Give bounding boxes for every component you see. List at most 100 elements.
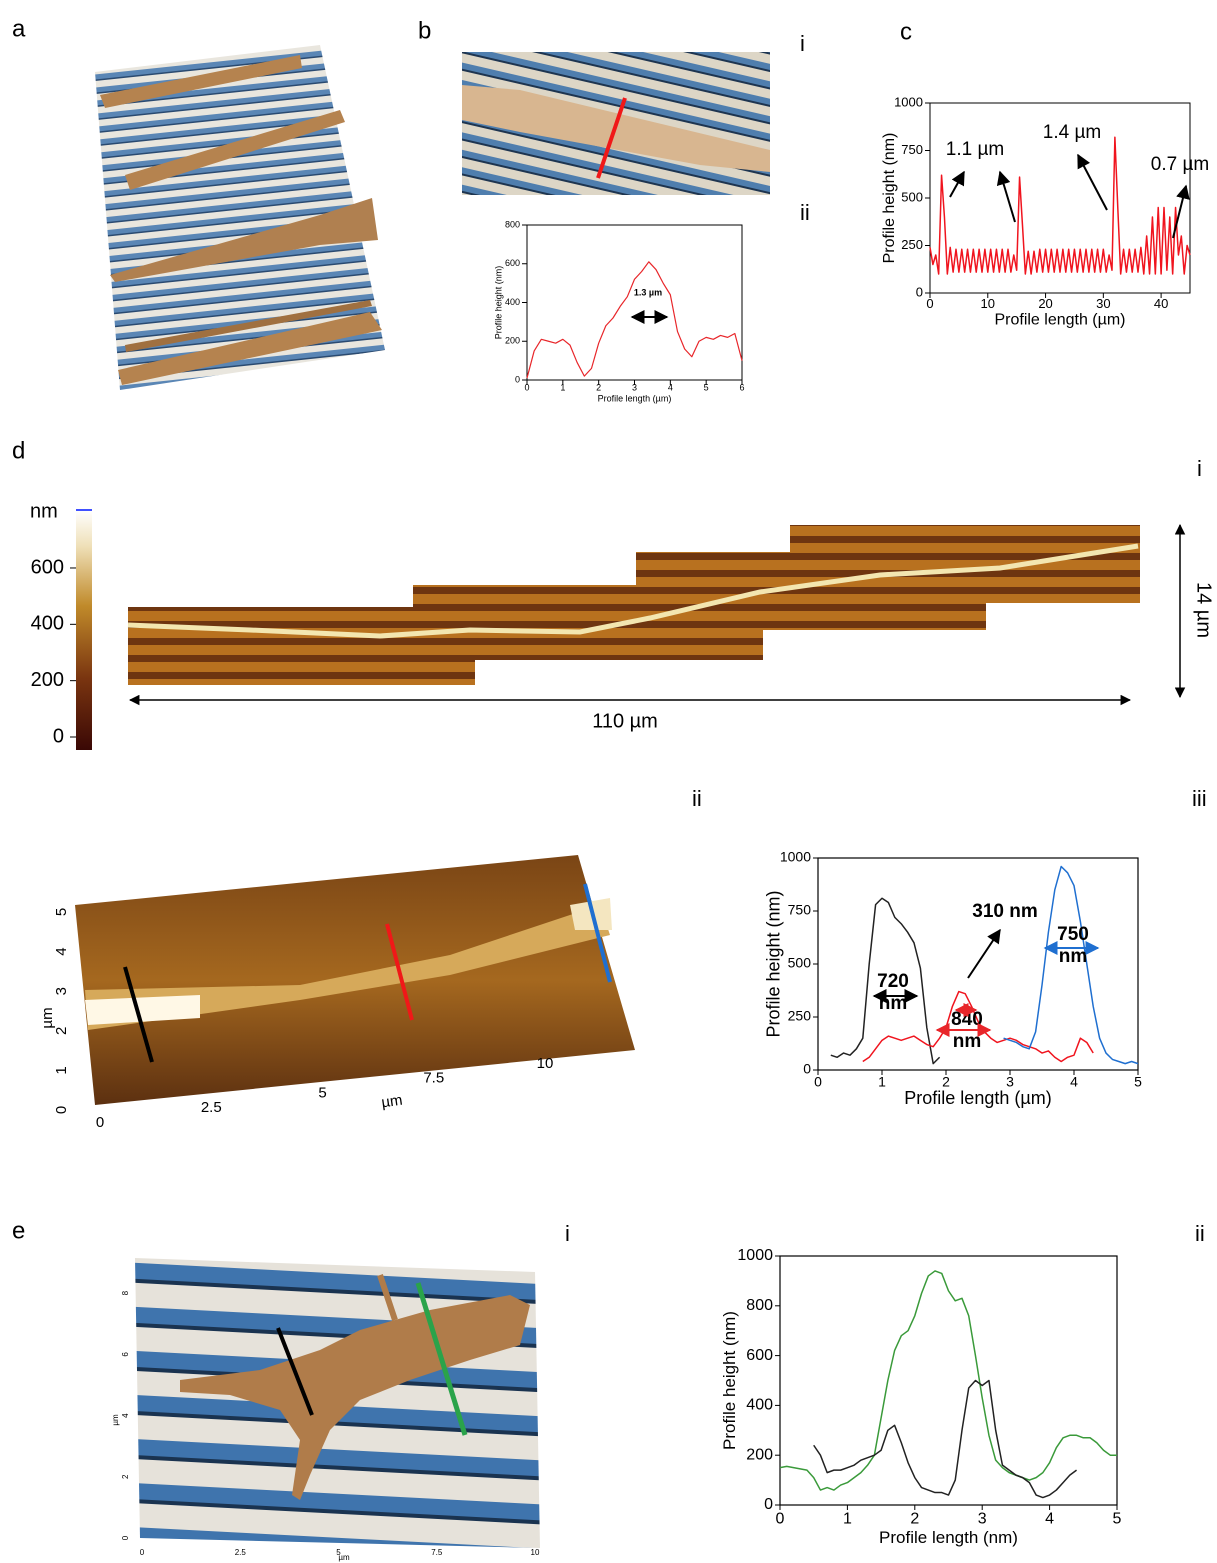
arrow bbox=[949, 170, 965, 198]
axis-label: µm bbox=[111, 1414, 120, 1426]
colorbar bbox=[76, 510, 92, 750]
data-line bbox=[862, 990, 1094, 1063]
y-tick-label: 800 bbox=[505, 219, 520, 229]
axis-label: µm bbox=[39, 1007, 56, 1028]
scale-height: 14 µm bbox=[1193, 582, 1215, 638]
y-tick-label: 600 bbox=[746, 1347, 773, 1364]
y-tick-label: 1 bbox=[53, 1066, 70, 1074]
annotation: 750 nm bbox=[1057, 924, 1089, 967]
data-line bbox=[779, 1270, 1117, 1491]
x-tick-label: 4 bbox=[1045, 1511, 1054, 1528]
x-tick-label: 1 bbox=[843, 1511, 852, 1528]
x-tick-label: 2 bbox=[942, 1073, 950, 1089]
x-tick-label: 2 bbox=[910, 1511, 919, 1528]
arrow bbox=[1077, 153, 1108, 211]
x-tick-label: 5 bbox=[1134, 1073, 1142, 1089]
colorbar-unit: nm bbox=[30, 500, 58, 522]
y-tick-label: 750 bbox=[788, 902, 812, 918]
y-tick-label: 1000 bbox=[780, 849, 811, 865]
data-line bbox=[830, 897, 941, 1065]
x-tick-label: 3 bbox=[978, 1511, 987, 1528]
x-tick-label: 2 bbox=[596, 382, 601, 392]
x-tick-label: 0 bbox=[776, 1511, 785, 1528]
afm-image-b-i bbox=[462, 52, 770, 195]
x-tick-label: 0 bbox=[140, 1548, 145, 1557]
y-tick-label: 4 bbox=[121, 1413, 130, 1418]
x-tick-label: 2.5 bbox=[201, 1099, 222, 1116]
y-tick-label: 6 bbox=[121, 1352, 130, 1357]
x-tick-label: 0 bbox=[814, 1073, 822, 1089]
annotation: 1.4 µm bbox=[1043, 122, 1101, 143]
y-axis-label: Profile height (nm) bbox=[881, 133, 898, 264]
y-tick-label: 500 bbox=[788, 955, 812, 971]
arrow bbox=[996, 170, 1016, 223]
x-tick-label: 5 bbox=[336, 1548, 341, 1557]
y-tick-label: 0 bbox=[515, 374, 520, 384]
x-tick-label: 4 bbox=[1070, 1073, 1078, 1089]
annotation: 310 nm bbox=[972, 901, 1037, 922]
x-tick-label: 0 bbox=[926, 296, 933, 311]
annotation: 1.1 µm bbox=[946, 139, 1004, 160]
data-line bbox=[929, 136, 1191, 275]
y-tick-label: 1000 bbox=[894, 94, 923, 109]
x-tick-label: 10 bbox=[981, 296, 995, 311]
y-tick-label: 2 bbox=[53, 1027, 70, 1035]
colorbar-tick-label: 0 bbox=[53, 725, 64, 747]
x-axis-label: Profile length (µm) bbox=[994, 312, 1125, 329]
y-tick-label: 3 bbox=[53, 987, 70, 995]
y-tick-label: 0 bbox=[916, 284, 923, 299]
y-axis-label: Profile height (nm) bbox=[763, 890, 783, 1037]
annotation: 720 nm bbox=[877, 971, 909, 1014]
x-tick-label: 10 bbox=[537, 1055, 554, 1072]
sub-label: i bbox=[800, 31, 805, 56]
x-tick-label: 40 bbox=[1154, 296, 1168, 311]
y-tick-label: 0 bbox=[803, 1061, 811, 1077]
sub-label: iii bbox=[1192, 786, 1207, 811]
sub-label: ii bbox=[692, 786, 702, 811]
arrow bbox=[967, 928, 1001, 979]
panel-label: d bbox=[12, 437, 25, 464]
plot-frame bbox=[526, 224, 743, 381]
panel-label: b bbox=[418, 17, 431, 44]
y-tick-label: 600 bbox=[505, 258, 520, 268]
sub-label: ii bbox=[1195, 1221, 1205, 1246]
x-tick-label: 7.5 bbox=[423, 1070, 444, 1087]
y-axis-label: Profile height (nm) bbox=[720, 1311, 739, 1450]
y-tick-label: 400 bbox=[746, 1397, 773, 1414]
y-tick-label: 4 bbox=[53, 947, 70, 955]
x-axis-label: Profile length (µm) bbox=[904, 1088, 1051, 1108]
y-tick-label: 0 bbox=[53, 1106, 70, 1114]
afm-image-d-ii bbox=[75, 855, 635, 1105]
afm-image-e-i bbox=[135, 1258, 540, 1548]
sub-label: ii bbox=[800, 200, 810, 225]
y-tick-label: 800 bbox=[746, 1297, 773, 1314]
y-tick-label: 750 bbox=[901, 142, 923, 157]
sub-label: i bbox=[565, 1221, 570, 1246]
x-axis-label: Profile length (µm) bbox=[598, 393, 672, 403]
arrow bbox=[1172, 184, 1190, 239]
x-tick-label: 5 bbox=[1113, 1511, 1122, 1528]
annotation: 1.3 µm bbox=[634, 287, 662, 297]
scale-length: 110 µm bbox=[592, 710, 658, 732]
colorbar-tick-label: 200 bbox=[31, 669, 64, 691]
axis-label: µm bbox=[380, 1092, 403, 1112]
x-tick-label: 10 bbox=[531, 1548, 540, 1557]
data-line bbox=[1003, 865, 1139, 1065]
x-axis-label: Profile length (nm) bbox=[879, 1528, 1018, 1547]
x-tick-label: 3 bbox=[1006, 1073, 1014, 1089]
x-tick-label: 1 bbox=[878, 1073, 886, 1089]
x-tick-label: 2.5 bbox=[235, 1548, 247, 1557]
x-tick-label: 4 bbox=[668, 382, 673, 392]
y-tick-label: 0 bbox=[764, 1496, 773, 1513]
x-tick-label: 30 bbox=[1096, 296, 1110, 311]
y-tick-label: 400 bbox=[505, 297, 520, 307]
panel-label: e bbox=[12, 1217, 25, 1244]
panel-label: c bbox=[900, 18, 912, 45]
panel-label: a bbox=[12, 15, 26, 42]
y-tick-label: 500 bbox=[901, 189, 923, 204]
x-tick-label: 20 bbox=[1038, 296, 1052, 311]
axis-label: µm bbox=[338, 1553, 350, 1562]
y-tick-label: 0 bbox=[121, 1535, 130, 1540]
x-tick-label: 5 bbox=[318, 1084, 326, 1101]
